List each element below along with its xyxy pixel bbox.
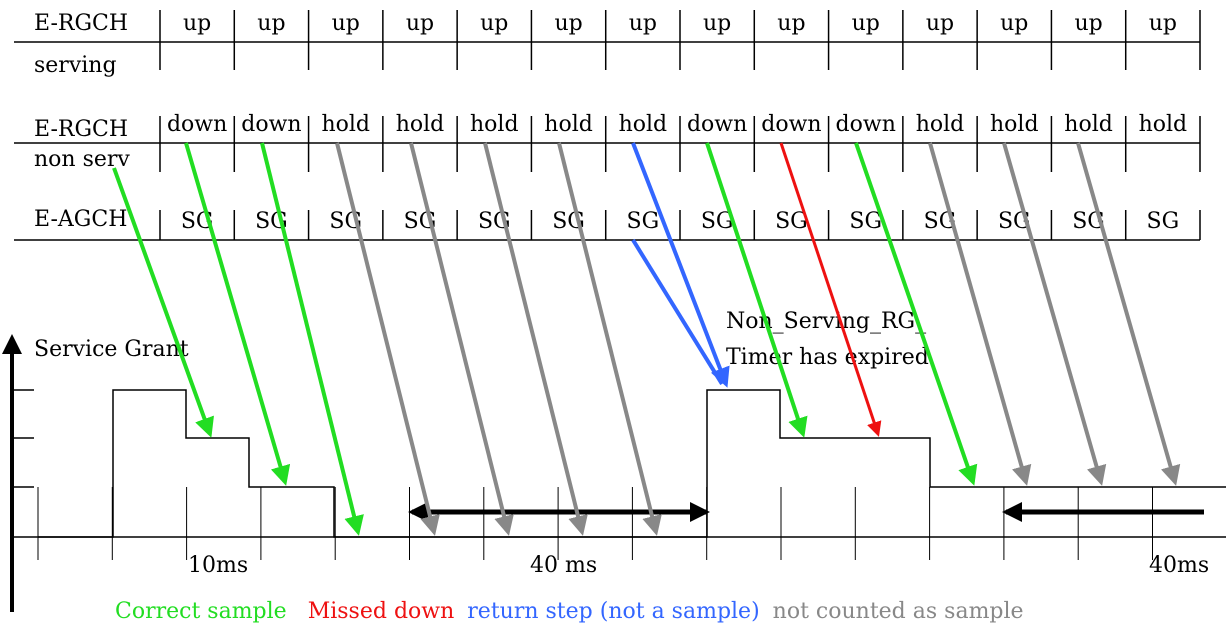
slot-value: SG (1147, 209, 1180, 234)
not-counted-arrow (928, 142, 1032, 486)
duration-label-10ms: 10ms (188, 553, 248, 578)
legend-return-step: return step (not a sample) (467, 599, 759, 624)
timer-note-line1: Non_Serving_RG_ (726, 309, 926, 334)
channel-label-line1: E-AGCH (34, 207, 127, 232)
return-step-arrow (631, 142, 730, 388)
slot-value: SG (849, 209, 882, 234)
service-grant-curve (38, 389, 1226, 538)
slot-value: SG (775, 209, 808, 234)
not-counted-arrow (409, 142, 514, 536)
grant-axis: Service Grant (2, 334, 189, 612)
slot-value: up (183, 11, 211, 36)
slot-value: down (687, 112, 747, 137)
correct-sample-arrow (112, 167, 214, 438)
legend-correct-sample: Correct sample (115, 599, 287, 624)
duration-label-40ms-right: 40ms (1149, 553, 1209, 578)
not-counted-arrow (1002, 142, 1107, 486)
channel-label-line1: E-RGCH (34, 11, 128, 36)
slot-value: hold (396, 112, 445, 137)
slot-value: up (480, 11, 508, 36)
grant-axis-arrowhead (2, 334, 22, 354)
slot-value: hold (1064, 112, 1113, 137)
not-counted-arrow (1076, 142, 1181, 486)
timer-note-line2: Timer has expired (726, 345, 929, 370)
slot-value: up (1149, 11, 1177, 36)
slot-value: up (852, 11, 880, 36)
legend: Correct sample Missed down return step (… (115, 599, 1024, 624)
slot-value: SG (701, 209, 734, 234)
grant-axis-label: Service Grant (34, 337, 189, 362)
channel-label-line2: serving (34, 53, 117, 78)
slot-value: down (836, 112, 896, 137)
slot-value: hold (916, 112, 965, 137)
duration-label-40ms: 40 ms (530, 553, 597, 578)
channel-row-serving: E-RGCH serving up up up up up up up up up up up up u… (14, 10, 1201, 78)
slot-value: SG (627, 209, 660, 234)
slot-value: up (332, 11, 360, 36)
slot-value: up (257, 11, 285, 36)
slot-value: hold (321, 112, 370, 137)
slot-value: up (1074, 11, 1102, 36)
slot-value: hold (544, 112, 593, 137)
slot-value: hold (1139, 112, 1188, 137)
slot-value: hold (470, 112, 519, 137)
legend-missed-down: Missed down (308, 599, 455, 624)
correct-sample-arrow (705, 142, 808, 438)
slot-value: hold (619, 112, 668, 137)
legend-not-counted: not counted as sample (773, 599, 1024, 624)
channel-label-line2: non serv (34, 147, 130, 172)
slot-value: up (554, 11, 582, 36)
correct-sample-arrow (260, 142, 364, 536)
slot-value: up (629, 11, 657, 36)
correct-sample-arrow (184, 142, 291, 486)
svg-text:Correct sample Missed do: Correct sample Missed down return step (… (115, 599, 1024, 624)
slot-value: down (167, 112, 227, 137)
return-step-arrow (631, 238, 724, 386)
slot-value: down (241, 112, 301, 137)
slot-value: hold (990, 112, 1039, 137)
channel-row-non-serving: E-RGCH non serv down down hold hold hold hold… (14, 112, 1201, 172)
time-axis-ticks (37, 487, 1153, 560)
not-counted-arrow (335, 142, 440, 536)
slot-value: up (926, 11, 954, 36)
not-counted-arrow (483, 142, 588, 536)
channel-row-agch: E-AGCH SG SG SG SG SG SG SG SG SG SG SG SG SG SG (14, 207, 1201, 241)
correct-sample-arrow (854, 142, 978, 486)
slot-value: up (406, 11, 434, 36)
slot-value: up (777, 11, 805, 36)
channel-label-line1: E-RGCH (34, 117, 128, 142)
missed-down-arrow (779, 142, 882, 437)
slot-value: up (703, 11, 731, 36)
slot-value: down (761, 112, 821, 137)
slot-value: up (1000, 11, 1028, 36)
not-counted-arrow (557, 142, 662, 536)
sampling-arrows (112, 142, 1181, 536)
